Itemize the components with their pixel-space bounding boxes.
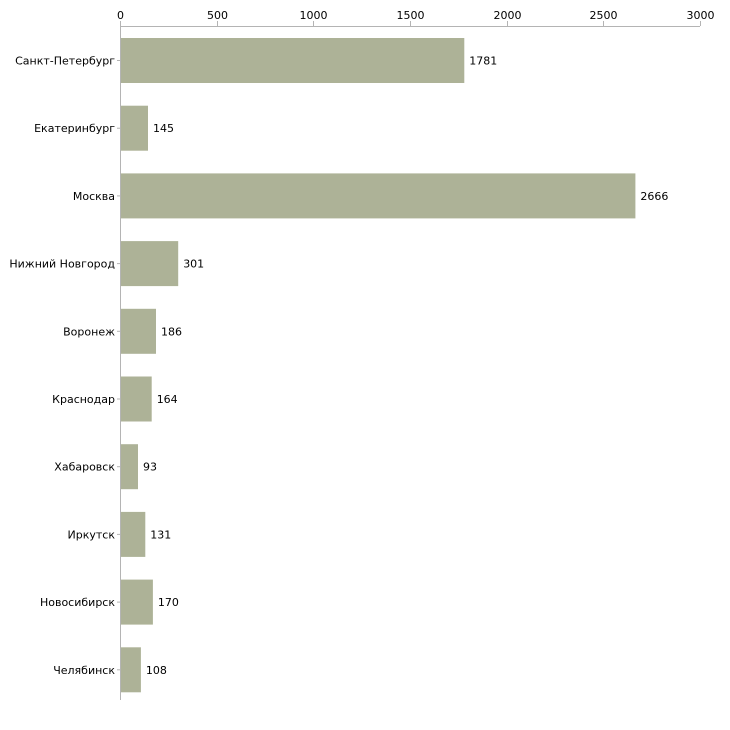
value-label: 131 <box>150 528 171 541</box>
value-label: 1781 <box>469 55 497 68</box>
bar <box>121 241 179 287</box>
value-label: 2666 <box>640 190 668 203</box>
category-label: Хабаровск <box>54 461 115 474</box>
category-label: Екатеринбург <box>34 122 115 135</box>
value-label: 186 <box>161 325 182 338</box>
category-label: Санкт-Петербург <box>15 55 115 68</box>
bar <box>121 444 138 490</box>
x-tick-label: 2500 <box>590 9 618 22</box>
category-label: Воронеж <box>63 325 115 338</box>
category-label: Нижний Новгород <box>9 258 115 271</box>
bar <box>121 511 146 557</box>
x-tick-label: 0 <box>117 9 124 22</box>
bar <box>121 38 465 83</box>
value-label: 93 <box>143 461 157 474</box>
category-label: Иркутск <box>68 528 116 541</box>
x-tick-label: 500 <box>207 9 228 22</box>
value-label: 301 <box>183 258 204 271</box>
bar <box>121 173 636 219</box>
x-tick-label: 3000 <box>687 9 715 22</box>
value-label: 170 <box>158 596 179 609</box>
bars <box>121 38 636 693</box>
bar <box>121 579 153 625</box>
category-label: Москва <box>73 190 115 203</box>
category-label: Краснодар <box>52 393 115 406</box>
bar <box>121 105 148 151</box>
bar <box>121 376 152 422</box>
x-tick-label: 2000 <box>494 9 522 22</box>
bar <box>121 647 141 693</box>
axes: 0 500 1000 1500 2000 2500 3000 <box>117 9 715 700</box>
bar <box>121 308 156 354</box>
category-label: Новосибирск <box>40 596 115 609</box>
x-tick-label: 1000 <box>300 9 328 22</box>
labels: Санкт-Петербург 1781 Екатеринбург 145 Москва… <box>9 55 668 677</box>
value-label: 108 <box>146 664 167 677</box>
value-label: 145 <box>153 122 174 135</box>
x-tick-label: 1500 <box>397 9 425 22</box>
value-label: 164 <box>157 393 178 406</box>
category-label: Челябинск <box>53 664 115 677</box>
